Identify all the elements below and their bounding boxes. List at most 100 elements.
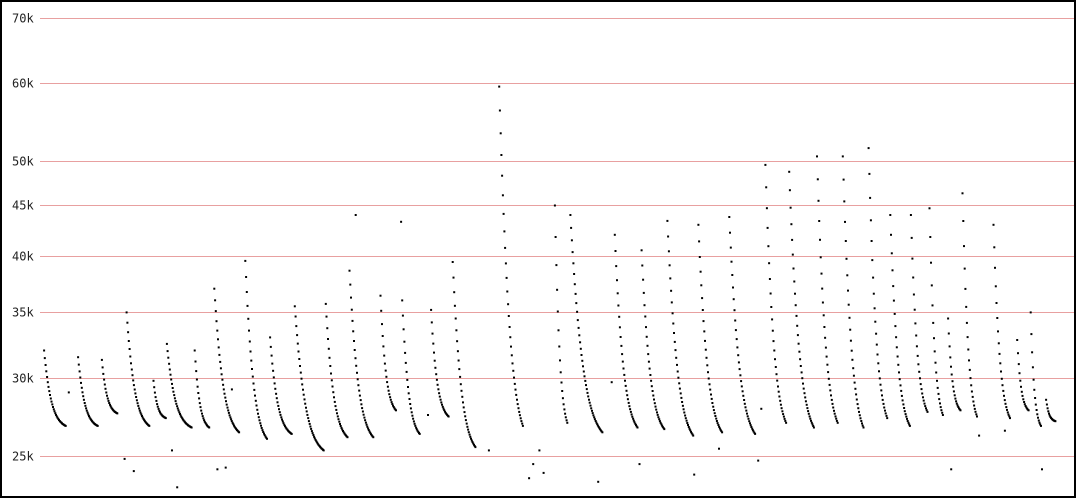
data-point — [133, 388, 136, 391]
data-point — [744, 406, 747, 409]
data-point — [610, 381, 613, 384]
data-point — [965, 321, 968, 324]
data-point — [1020, 390, 1023, 393]
data-point — [967, 348, 970, 351]
data-point — [717, 424, 720, 426]
data-point — [718, 427, 721, 430]
data-point — [57, 417, 60, 420]
data-point — [596, 424, 599, 427]
data-point — [564, 412, 567, 415]
data-point — [499, 132, 502, 135]
data-point — [336, 415, 339, 418]
data-point — [872, 292, 875, 295]
data-point — [711, 402, 714, 404]
data-point — [656, 411, 658, 414]
data-point — [886, 417, 889, 420]
data-point — [195, 370, 198, 373]
data-point — [749, 422, 751, 425]
data-point — [466, 425, 469, 428]
data-point — [248, 329, 250, 332]
data-point — [782, 415, 785, 418]
data-point — [303, 398, 306, 401]
data-point — [684, 414, 687, 417]
data-point — [922, 396, 924, 399]
data-point — [412, 420, 415, 423]
data-point — [164, 417, 167, 420]
data-point — [284, 426, 287, 429]
data-point — [570, 239, 573, 242]
data-point — [652, 394, 655, 397]
data-point — [900, 389, 903, 392]
data-point — [404, 351, 407, 354]
data-point — [719, 428, 722, 431]
data-point — [512, 369, 515, 372]
data-point — [649, 374, 652, 376]
data-point — [895, 346, 898, 349]
data-point — [660, 423, 663, 426]
data-point — [309, 425, 312, 428]
data-point — [962, 220, 965, 222]
data-point — [1007, 413, 1010, 416]
data-point — [307, 420, 310, 423]
data-point — [673, 340, 676, 343]
data-point — [621, 360, 624, 363]
data-point — [342, 431, 345, 434]
data-point — [751, 429, 754, 432]
data-point — [1000, 370, 1002, 373]
data-point — [974, 410, 977, 413]
data-point — [629, 410, 632, 413]
data-point — [310, 430, 313, 433]
data-point — [221, 378, 224, 381]
data-point — [867, 147, 870, 150]
data-point — [737, 354, 740, 357]
data-point — [821, 301, 824, 304]
data-point — [105, 391, 108, 394]
data-point — [713, 412, 716, 415]
data-point — [208, 426, 211, 429]
data-point — [265, 436, 268, 439]
data-point — [229, 416, 232, 419]
data-point — [129, 355, 132, 358]
data-point — [516, 398, 518, 401]
data-point — [278, 408, 280, 411]
data-point — [820, 272, 823, 275]
data-point — [256, 408, 259, 411]
data-point — [868, 172, 871, 175]
data-point — [127, 340, 130, 342]
data-point — [141, 416, 144, 419]
data-point — [356, 378, 359, 381]
data-point — [454, 317, 457, 320]
data-point — [809, 417, 812, 420]
data-point — [903, 407, 906, 409]
data-point — [858, 410, 860, 413]
data-point — [952, 390, 955, 393]
data-point — [382, 345, 385, 348]
y-tick-label: 60k — [12, 77, 34, 91]
data-point — [770, 306, 773, 308]
data-point — [653, 402, 656, 405]
data-point — [712, 409, 715, 412]
data-point — [356, 371, 358, 374]
data-point — [579, 347, 582, 350]
data-point — [947, 317, 950, 320]
data-point — [848, 316, 851, 319]
data-point — [747, 417, 750, 420]
data-point — [953, 394, 956, 397]
data-point — [836, 421, 839, 424]
data-point — [148, 424, 151, 427]
data-point — [443, 409, 446, 412]
data-point — [170, 378, 173, 381]
data-point — [226, 406, 229, 409]
data-point — [351, 319, 354, 322]
data-point — [152, 379, 155, 382]
y-tick-label: 50k — [12, 155, 34, 169]
data-point — [998, 352, 1001, 355]
data-point — [749, 424, 752, 427]
data-point — [430, 308, 433, 311]
data-point — [819, 238, 821, 241]
data-point — [409, 407, 412, 410]
data-point — [510, 354, 513, 357]
data-point — [127, 331, 130, 334]
data-point — [255, 404, 258, 407]
data-point — [88, 415, 90, 418]
